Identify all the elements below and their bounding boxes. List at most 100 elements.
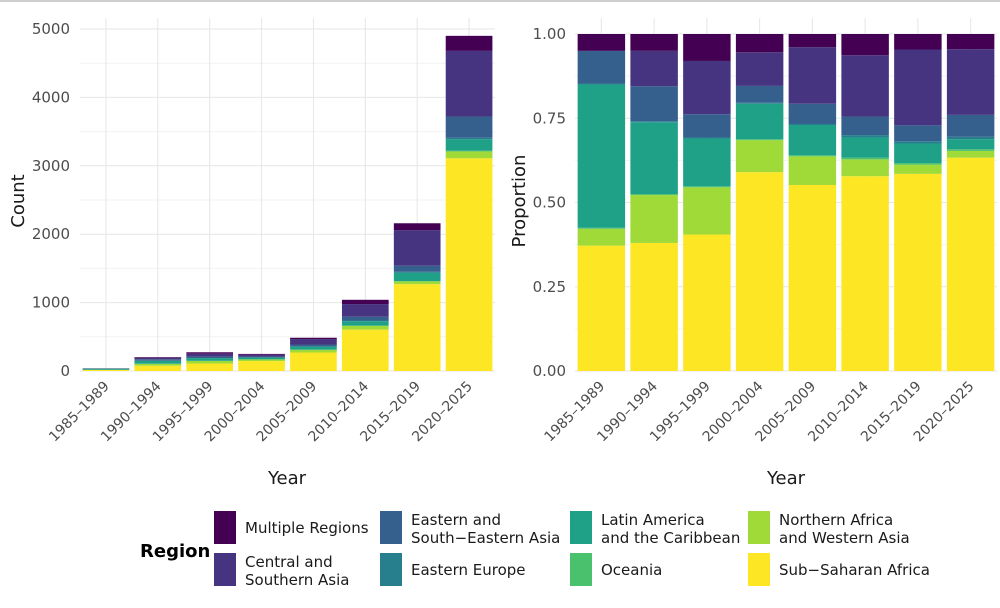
bar-segment bbox=[238, 357, 285, 360]
bar-segment bbox=[186, 356, 234, 359]
bar-segment bbox=[788, 155, 837, 157]
bar-segment bbox=[788, 123, 837, 125]
bar-segment bbox=[630, 86, 678, 122]
y-tick-label: 2000 bbox=[32, 225, 70, 243]
bar-segment bbox=[894, 173, 942, 371]
bar-segment bbox=[134, 357, 182, 360]
bar-segment bbox=[341, 316, 389, 321]
bar-segment bbox=[290, 349, 337, 353]
bar-segment bbox=[894, 49, 942, 126]
bar-segment bbox=[290, 346, 337, 350]
bar-segment bbox=[393, 223, 441, 231]
bar-segment bbox=[445, 158, 493, 371]
bar-segment bbox=[735, 140, 784, 173]
legend-swatch bbox=[570, 511, 592, 544]
y-axis-title: Proportion bbox=[509, 155, 530, 248]
bar-segment bbox=[841, 55, 889, 117]
legend-label: Eastern and South−Eastern Asia bbox=[411, 511, 560, 547]
y-tick-label: 3000 bbox=[32, 157, 70, 175]
bar-segment bbox=[683, 34, 731, 61]
bar-segment bbox=[577, 50, 626, 84]
bar-segment bbox=[630, 50, 678, 87]
bar-segment bbox=[82, 368, 130, 370]
bar-segment bbox=[577, 227, 626, 229]
y-tick-label: 0.25 bbox=[533, 278, 566, 296]
bar-segment bbox=[788, 47, 837, 104]
bar-segment bbox=[788, 34, 837, 48]
bar-segment bbox=[577, 34, 626, 51]
bar-segment bbox=[393, 272, 441, 282]
bar-segment bbox=[238, 356, 285, 358]
bar-segment bbox=[186, 360, 234, 364]
bar-segment bbox=[341, 325, 389, 330]
bar-segment bbox=[630, 194, 678, 196]
bar-segment bbox=[393, 265, 441, 272]
bar-segment bbox=[946, 136, 995, 140]
bar-segment bbox=[186, 358, 234, 361]
bar-segment bbox=[630, 121, 678, 123]
legend-swatch bbox=[380, 511, 402, 544]
x-axis-title: Year bbox=[766, 468, 806, 489]
bar-segment bbox=[445, 35, 493, 51]
bar-segment bbox=[894, 125, 942, 142]
proportion-panel: 0.000.250.500.751.001985–19891990–199419… bbox=[509, 18, 997, 489]
legend-swatch bbox=[748, 511, 770, 544]
bar-segment bbox=[841, 159, 889, 177]
legend-label: Latin America and the Caribbean bbox=[601, 511, 740, 547]
bar-segment bbox=[946, 49, 995, 115]
bar-segment bbox=[134, 357, 182, 358]
legend-swatch bbox=[214, 553, 236, 586]
bar-segment bbox=[341, 320, 389, 322]
bar-segment bbox=[894, 141, 942, 144]
legend: Region Multiple Regions Central and Souther… bbox=[140, 511, 930, 589]
y-axis-title: Count bbox=[8, 174, 29, 227]
bar-segment bbox=[238, 359, 285, 362]
bar-segment bbox=[82, 369, 130, 371]
bar-segment bbox=[735, 52, 784, 86]
legend-label: Northern Africa and Western Asia bbox=[779, 511, 910, 547]
bar-segment bbox=[735, 85, 784, 103]
bar-segment bbox=[393, 271, 441, 273]
bar-segment bbox=[894, 34, 942, 50]
bar-segment bbox=[238, 354, 285, 357]
bar-segment bbox=[445, 151, 493, 159]
y-tick-label: 4000 bbox=[32, 88, 70, 106]
bar-segment bbox=[445, 50, 493, 117]
bar-segment bbox=[134, 365, 182, 371]
bar-segment bbox=[841, 34, 889, 56]
bar-segment bbox=[445, 150, 493, 152]
bar-segment bbox=[341, 321, 389, 326]
bar-segment bbox=[894, 163, 942, 165]
bar-segment bbox=[238, 361, 285, 371]
y-tick-label: 0.75 bbox=[533, 109, 566, 127]
y-tick-label: 0 bbox=[60, 362, 70, 380]
y-tick-label: 1.00 bbox=[533, 25, 566, 43]
bar-segment bbox=[683, 234, 731, 371]
legend-label: Multiple Regions bbox=[245, 519, 369, 537]
bar-segment bbox=[630, 195, 678, 243]
bar-segment bbox=[445, 137, 493, 140]
bar-segment bbox=[946, 149, 995, 151]
bar-segment bbox=[393, 284, 441, 371]
bar-segment bbox=[577, 83, 626, 85]
bar-segment bbox=[735, 34, 784, 53]
bar-segment bbox=[577, 84, 626, 228]
bar-segment bbox=[735, 172, 784, 371]
bar-segment bbox=[630, 242, 678, 371]
bar-segment bbox=[683, 114, 731, 138]
bar-segment bbox=[341, 329, 389, 371]
bar-segment bbox=[841, 176, 889, 371]
bar-segment bbox=[788, 103, 837, 124]
bar-segment bbox=[134, 359, 182, 361]
bar-segment bbox=[134, 360, 182, 364]
y-tick-label: 0.50 bbox=[533, 194, 566, 212]
x-axis-title: Year bbox=[267, 468, 307, 489]
bar-segment bbox=[841, 157, 889, 160]
bar-segment bbox=[393, 230, 441, 266]
bar-segment bbox=[630, 34, 678, 51]
bar-segment bbox=[946, 150, 995, 158]
bar-segment bbox=[445, 139, 493, 151]
legend-swatch bbox=[570, 553, 592, 586]
legend-label: Central and Southern Asia bbox=[245, 553, 349, 589]
